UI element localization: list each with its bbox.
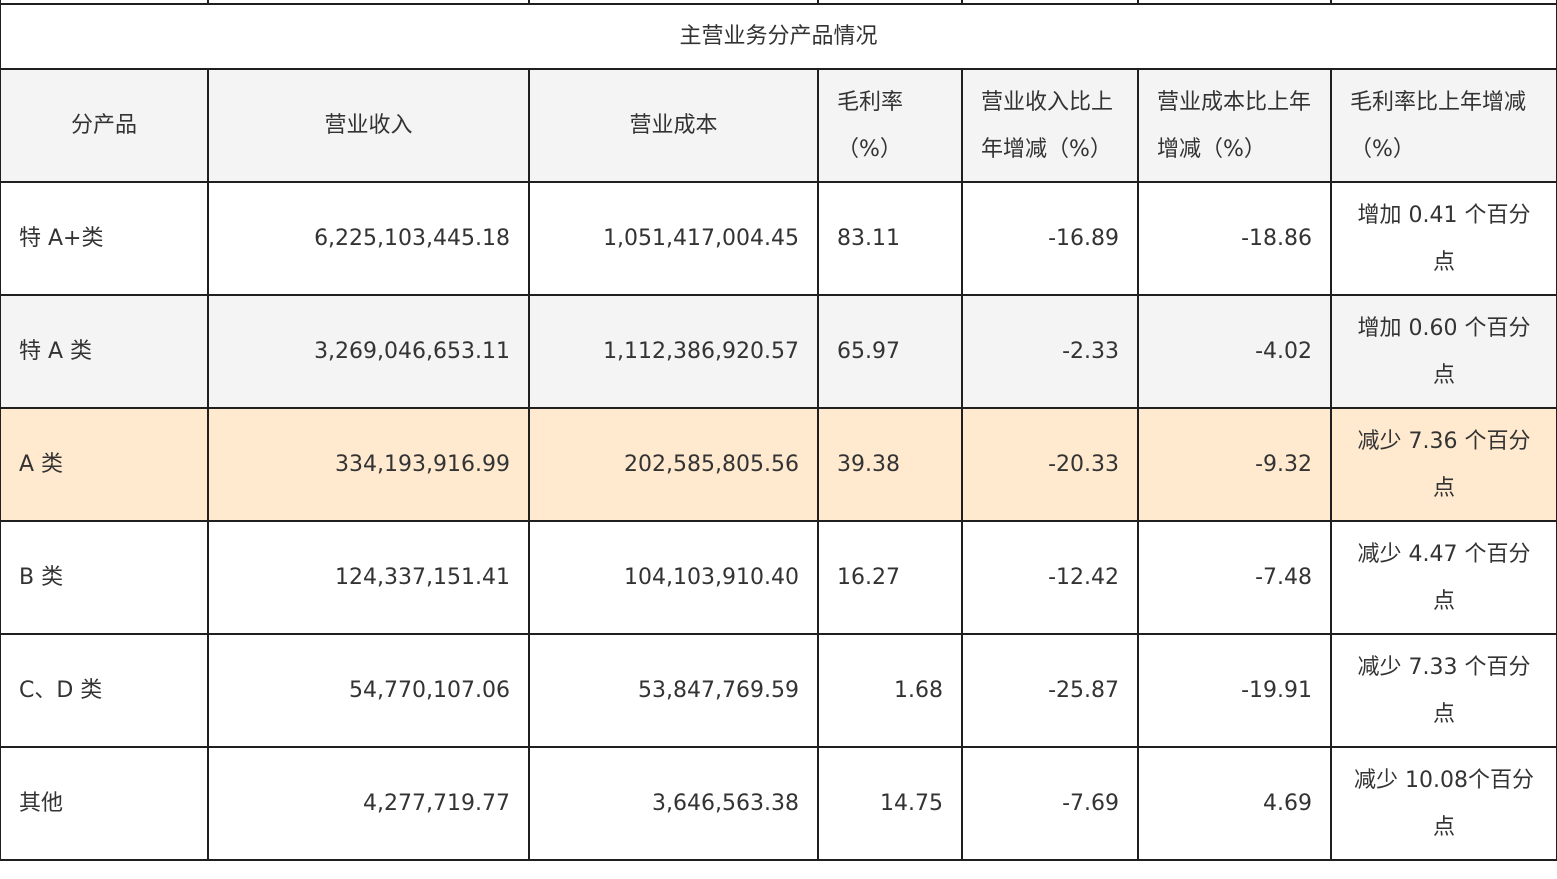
margin-change-cell: 减少 7.36 个百分点 (1330, 407, 1557, 522)
revenue-cell: 124,337,151.41 (207, 520, 530, 635)
cost-change-cell: 4.69 (1137, 746, 1332, 861)
header-margin-change: 毛利率比上年增减（%） (1330, 68, 1557, 183)
header-product: 分产品 (0, 68, 209, 183)
table-header-row: 分产品 营业收入 营业成本 毛利率（%） 营业收入比上年增减（%） 营业成本比上… (0, 68, 1557, 183)
margin-change-cell: 增加 0.41 个百分点 (1330, 181, 1557, 296)
margin-change-cell: 增加 0.60 个百分点 (1330, 294, 1557, 409)
revenue-change-cell: -7.69 (961, 746, 1139, 861)
cost-change-cell: -18.86 (1137, 181, 1332, 296)
header-cost: 营业成本 (528, 68, 819, 183)
product-cell: B 类 (0, 520, 209, 635)
revenue-change-cell: -20.33 (961, 407, 1139, 522)
header-revenue-change: 营业收入比上年增减（%） (961, 68, 1139, 183)
cost-cell: 1,112,386,920.57 (528, 294, 819, 409)
cost-change-cell: -7.48 (1137, 520, 1332, 635)
product-cell: A 类 (0, 407, 209, 522)
revenue-cell: 334,193,916.99 (207, 407, 530, 522)
cost-cell: 1,051,417,004.45 (528, 181, 819, 296)
margin-cell: 16.27 (817, 520, 963, 635)
table-title: 主营业务分产品情况 (0, 3, 1557, 70)
revenue-cell: 54,770,107.06 (207, 633, 530, 748)
product-revenue-table: 主营业务分产品情况 分产品 营业收入 营业成本 毛利率（%） 营业收入比上年增减… (0, 0, 1557, 861)
table-row-highlighted: A 类 334,193,916.99 202,585,805.56 39.38 … (0, 407, 1557, 522)
cost-change-cell: -4.02 (1137, 294, 1332, 409)
product-cell: 特 A+类 (0, 181, 209, 296)
cost-cell: 53,847,769.59 (528, 633, 819, 748)
table-row: 特 A 类 3,269,046,653.11 1,112,386,920.57 … (0, 294, 1557, 409)
cost-cell: 3,646,563.38 (528, 746, 819, 861)
margin-cell: 65.97 (817, 294, 963, 409)
table-row: 其他 4,277,719.77 3,646,563.38 14.75 -7.69… (0, 746, 1557, 861)
revenue-cell: 4,277,719.77 (207, 746, 530, 861)
product-cell: C、D 类 (0, 633, 209, 748)
header-cost-change: 营业成本比上年增减（%） (1137, 68, 1332, 183)
table-row: B 类 124,337,151.41 104,103,910.40 16.27 … (0, 520, 1557, 635)
margin-cell: 39.38 (817, 407, 963, 522)
margin-change-cell: 减少 10.08个百分点 (1330, 746, 1557, 861)
margin-cell: 1.68 (817, 633, 963, 748)
product-cell: 其他 (0, 746, 209, 861)
header-revenue: 营业收入 (207, 68, 530, 183)
margin-change-cell: 减少 4.47 个百分点 (1330, 520, 1557, 635)
cost-change-cell: -19.91 (1137, 633, 1332, 748)
revenue-change-cell: -2.33 (961, 294, 1139, 409)
revenue-change-cell: -16.89 (961, 181, 1139, 296)
table-title-row: 主营业务分产品情况 (0, 3, 1557, 70)
margin-cell: 14.75 (817, 746, 963, 861)
revenue-change-cell: -25.87 (961, 633, 1139, 748)
table-row: 特 A+类 6,225,103,445.18 1,051,417,004.45 … (0, 181, 1557, 296)
revenue-change-cell: -12.42 (961, 520, 1139, 635)
table-top-stub-row (0, 0, 1557, 5)
cost-cell: 202,585,805.56 (528, 407, 819, 522)
margin-change-cell: 减少 7.33 个百分点 (1330, 633, 1557, 748)
cost-cell: 104,103,910.40 (528, 520, 819, 635)
margin-cell: 83.11 (817, 181, 963, 296)
cost-change-cell: -9.32 (1137, 407, 1332, 522)
product-cell: 特 A 类 (0, 294, 209, 409)
revenue-cell: 6,225,103,445.18 (207, 181, 530, 296)
header-margin: 毛利率（%） (817, 68, 963, 183)
revenue-cell: 3,269,046,653.11 (207, 294, 530, 409)
table-row: C、D 类 54,770,107.06 53,847,769.59 1.68 -… (0, 633, 1557, 748)
